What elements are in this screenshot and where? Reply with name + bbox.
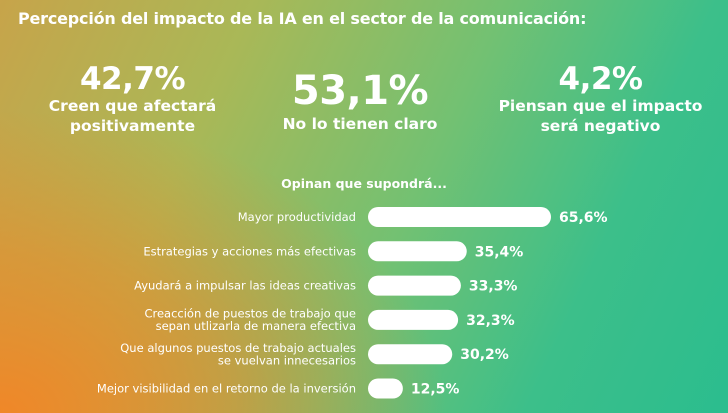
stat-unclear-caption: No lo tienen claro	[282, 115, 438, 133]
bar-0	[368, 207, 551, 227]
bar-value-label-0: 65,6%	[559, 210, 608, 226]
category-label-3-line-1: Creacción de puestos de trabajo que	[144, 307, 356, 321]
bar-1	[368, 241, 467, 262]
category-label-4-line-1: Que algunos puestos de trabajo actuales	[120, 341, 356, 355]
category-label-3-line-2: sepan utlizarla de manera efectiva	[156, 319, 356, 333]
category-label-1: Estrategias y acciones más efectivas	[143, 244, 356, 258]
bar-value-label-4: 30,2%	[460, 347, 509, 363]
category-label-2: Ayudará a impulsar las ideas creativas	[134, 279, 356, 293]
stat-unclear-value: 53,1%	[291, 68, 429, 114]
bar-value-label-1: 35,4%	[475, 244, 524, 260]
stat-positive: 42,7% Creen que afectará positivamente	[20, 62, 245, 136]
stat-positive-caption-line-1: Creen que afectará	[48, 97, 217, 115]
stat-negative-caption-line-1: Piensan que el impacto	[498, 97, 703, 115]
bar-value-label-3: 32,3%	[466, 313, 515, 329]
stat-positive-caption-line-2: positivamente	[69, 117, 196, 135]
stat-unclear: 53,1% No lo tienen claro	[250, 70, 470, 134]
stat-negative: 4,2% Piensan que el impacto será negativ…	[478, 62, 723, 136]
bar-2	[368, 275, 461, 296]
stat-negative-value: 4,2%	[558, 61, 643, 97]
bar-value-label-5: 12,5%	[411, 382, 460, 398]
category-label-0: Mayor productividad	[238, 210, 356, 224]
bar-3	[368, 309, 459, 330]
category-label-4-line-2: se vuelvan innecesarios	[218, 353, 356, 367]
bar-chart-subtitle: Opinan que supondrá...	[281, 176, 447, 191]
bar-5	[368, 378, 403, 399]
chart-title: Percepción del impacto de la IA en el se…	[18, 9, 587, 28]
stat-negative-caption-line-2: será negativo	[540, 117, 661, 135]
stat-positive-value: 42,7%	[79, 61, 186, 97]
category-label-5: Mejor visibilidad en el retorno de la in…	[97, 382, 356, 396]
bar-4	[368, 344, 453, 365]
bar-value-label-2: 33,3%	[469, 279, 518, 295]
